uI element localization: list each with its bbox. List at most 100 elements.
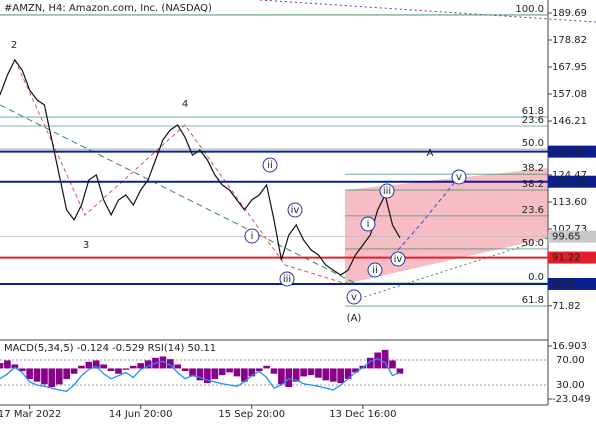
macd-bar xyxy=(352,368,359,373)
fib-label: 100.0 xyxy=(515,4,544,15)
x-tick-label: 13 Dec 16:00 xyxy=(329,409,396,420)
macd-bar xyxy=(11,364,19,369)
wave-label: 4 xyxy=(182,99,188,110)
wave-label: iv xyxy=(394,254,403,265)
fib-label: 61.8 xyxy=(522,106,544,117)
wave-label: v xyxy=(456,172,462,183)
y-tick-label: 157.08 xyxy=(552,89,587,100)
macd-bar xyxy=(144,360,152,369)
wave-circle xyxy=(346,289,362,305)
macd-bar xyxy=(196,368,204,381)
wave-circle xyxy=(451,169,467,185)
wave-label: v xyxy=(351,292,357,303)
wave-circle xyxy=(287,202,303,218)
macd-bar xyxy=(181,368,189,372)
fib-label: 50.0 xyxy=(522,138,544,149)
macd-bar xyxy=(63,368,70,380)
fib-label: 38.2 xyxy=(522,163,544,174)
macd-bar xyxy=(189,368,196,377)
macd-bar xyxy=(122,368,130,370)
y-tick-label: 178.82 xyxy=(552,35,587,46)
macd-bar xyxy=(337,368,344,384)
macd-bar xyxy=(85,361,93,369)
price-line xyxy=(0,58,401,276)
macd-bar xyxy=(204,368,211,384)
fib-label: 23.6 xyxy=(522,205,544,216)
macd-bar xyxy=(26,368,33,380)
macd-bar xyxy=(322,368,330,381)
macd-bar xyxy=(129,365,137,369)
x-tick-label: 15 Sep 20:00 xyxy=(218,409,285,420)
current-price-tag xyxy=(548,230,596,243)
level-tag xyxy=(548,277,596,290)
macd-bar xyxy=(70,368,78,374)
macd-bar xyxy=(396,368,404,374)
trend-line xyxy=(0,104,356,284)
macd-bar xyxy=(278,368,285,385)
level-label: 91.22 xyxy=(552,253,581,264)
macd-bar xyxy=(92,360,100,369)
wave-label: iii xyxy=(383,186,391,197)
wave-circle xyxy=(244,228,260,244)
macd-bar xyxy=(263,365,270,369)
macd-bar xyxy=(381,349,389,369)
trend-line xyxy=(259,0,596,23)
wave-label: A xyxy=(427,148,434,159)
wave-circle xyxy=(390,251,406,267)
macd-bar xyxy=(292,368,300,382)
y-tick-label: 16.903 xyxy=(552,341,587,352)
y2-tick-label: 30.00 xyxy=(556,380,585,391)
y-tick-label: 167.95 xyxy=(552,62,587,73)
y-tick-label: -23.049 xyxy=(552,394,591,405)
wave-circle xyxy=(262,157,278,173)
rsi-line xyxy=(0,358,401,392)
x-tick-label: 14 Jun 20:00 xyxy=(109,409,173,420)
indicator-title: MACD(5,34,5) -0.124 -0.529 RSI(14) 50.11 xyxy=(4,343,216,354)
macd-bar xyxy=(233,368,241,377)
macd-bar xyxy=(174,364,182,369)
level-label: 121.76 xyxy=(552,177,587,188)
macd-bar xyxy=(255,368,263,372)
macd-bar xyxy=(218,368,226,376)
wave-label: 2 xyxy=(11,40,17,51)
macd-bar xyxy=(307,368,315,376)
macd-bar xyxy=(115,368,122,374)
wave-circle xyxy=(279,271,295,287)
level-tag xyxy=(548,175,596,188)
level-label: 80.6 xyxy=(552,279,574,290)
y-tick-label: 189.69 xyxy=(552,8,587,19)
wave-label: iii xyxy=(283,274,291,285)
fib-label: 23.6 xyxy=(522,115,544,126)
level-label: 133.88 xyxy=(552,147,587,158)
y-tick-label: 113.60 xyxy=(552,197,587,208)
macd-bar xyxy=(389,360,396,369)
macd-bar xyxy=(166,359,174,369)
macd-bar xyxy=(329,368,337,382)
macd-bar xyxy=(211,368,219,380)
macd-bar xyxy=(137,363,145,369)
fib-label: 61.8 xyxy=(522,295,544,306)
chart-title: #AMZN, H4: Amazon.com, Inc. (NASDAQ) xyxy=(4,3,212,14)
wave-label: i xyxy=(367,219,370,230)
wave-path xyxy=(14,59,351,286)
x-tick-label: 17 Mar 2022 xyxy=(0,409,61,420)
macd-bar xyxy=(248,368,256,377)
wave-label: ii xyxy=(267,160,273,171)
y-tick-label: 71.82 xyxy=(552,301,581,312)
fib-label: 0.0 xyxy=(528,272,544,283)
y2-tick-label: 70.00 xyxy=(556,355,585,366)
y-tick-label: 102.73 xyxy=(552,224,587,235)
macd-bar xyxy=(374,352,382,369)
macd-bar xyxy=(366,357,374,369)
macd-bar xyxy=(78,365,85,369)
macd-bar xyxy=(107,368,115,372)
macd-bar xyxy=(226,368,233,373)
y-tick-label: 124.47 xyxy=(552,170,587,181)
wave-label: i xyxy=(251,231,254,242)
wave-label: (A) xyxy=(347,313,362,324)
macd-bar xyxy=(0,363,4,369)
macd-bar xyxy=(241,368,248,382)
macd-bar xyxy=(285,368,293,387)
